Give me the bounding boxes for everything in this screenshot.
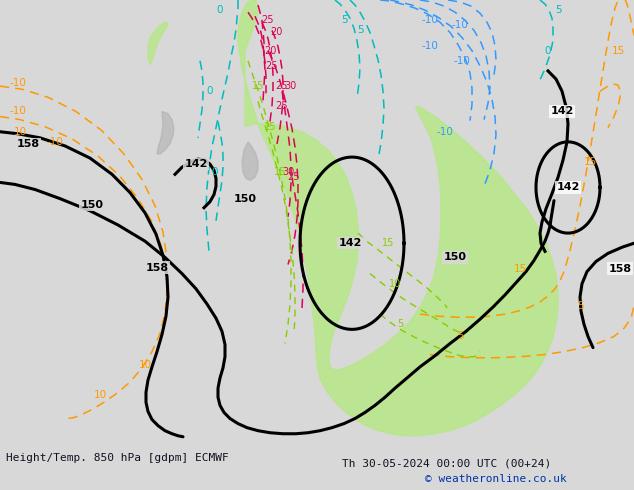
Text: 142: 142	[550, 106, 574, 117]
Text: 10: 10	[138, 360, 152, 370]
Text: 5: 5	[397, 319, 403, 329]
Text: -10: -10	[10, 106, 27, 117]
Polygon shape	[148, 22, 168, 65]
Text: 5: 5	[357, 25, 363, 35]
Text: 5: 5	[577, 301, 583, 311]
Text: 150: 150	[81, 200, 103, 210]
Text: -10: -10	[453, 56, 470, 66]
Text: 0: 0	[545, 46, 551, 56]
Text: 150: 150	[233, 194, 257, 204]
Text: 15: 15	[264, 122, 276, 132]
Text: 15: 15	[583, 157, 597, 167]
Text: 150: 150	[444, 252, 467, 263]
Text: 10: 10	[93, 390, 107, 400]
Text: 158: 158	[145, 263, 169, 272]
Text: 20: 20	[270, 27, 282, 37]
Text: 142: 142	[339, 238, 361, 248]
Text: 0: 0	[217, 5, 223, 15]
Text: 10: 10	[389, 279, 401, 289]
Text: 15: 15	[382, 238, 394, 248]
Text: -10: -10	[422, 41, 439, 50]
Polygon shape	[157, 112, 174, 154]
Text: -10: -10	[46, 137, 63, 147]
Text: -10: -10	[451, 21, 469, 30]
Text: 158: 158	[16, 139, 39, 149]
Text: 142: 142	[184, 159, 208, 169]
Text: 0: 0	[207, 86, 213, 96]
Text: 25: 25	[287, 172, 299, 182]
Text: 15: 15	[274, 167, 286, 177]
Text: 10: 10	[13, 127, 27, 137]
Text: 20: 20	[264, 46, 276, 56]
Polygon shape	[242, 142, 258, 180]
Text: 5: 5	[456, 331, 463, 342]
Text: -10: -10	[437, 127, 453, 137]
Text: Th 30-05-2024 00:00 UTC (00+24): Th 30-05-2024 00:00 UTC (00+24)	[342, 458, 552, 468]
Text: 25: 25	[266, 61, 278, 71]
Text: -10: -10	[422, 15, 439, 25]
Polygon shape	[238, 0, 558, 436]
Text: 25: 25	[276, 101, 288, 111]
Text: 15: 15	[611, 46, 624, 56]
Text: 0: 0	[212, 167, 218, 177]
Text: 30: 30	[282, 167, 294, 177]
Text: -10: -10	[10, 78, 27, 88]
Text: 15: 15	[514, 264, 527, 273]
Text: Height/Temp. 850 hPa [gdpm] ECMWF: Height/Temp. 850 hPa [gdpm] ECMWF	[6, 453, 229, 463]
Text: 25: 25	[262, 15, 275, 25]
Text: 158: 158	[609, 264, 631, 273]
Text: © weatheronline.co.uk: © weatheronline.co.uk	[425, 474, 567, 484]
Text: 5: 5	[342, 15, 348, 25]
Text: 15: 15	[252, 81, 264, 91]
Text: 30: 30	[284, 81, 296, 91]
Text: 25: 25	[276, 81, 288, 91]
Text: 5: 5	[555, 5, 561, 15]
Text: 142: 142	[556, 182, 579, 193]
